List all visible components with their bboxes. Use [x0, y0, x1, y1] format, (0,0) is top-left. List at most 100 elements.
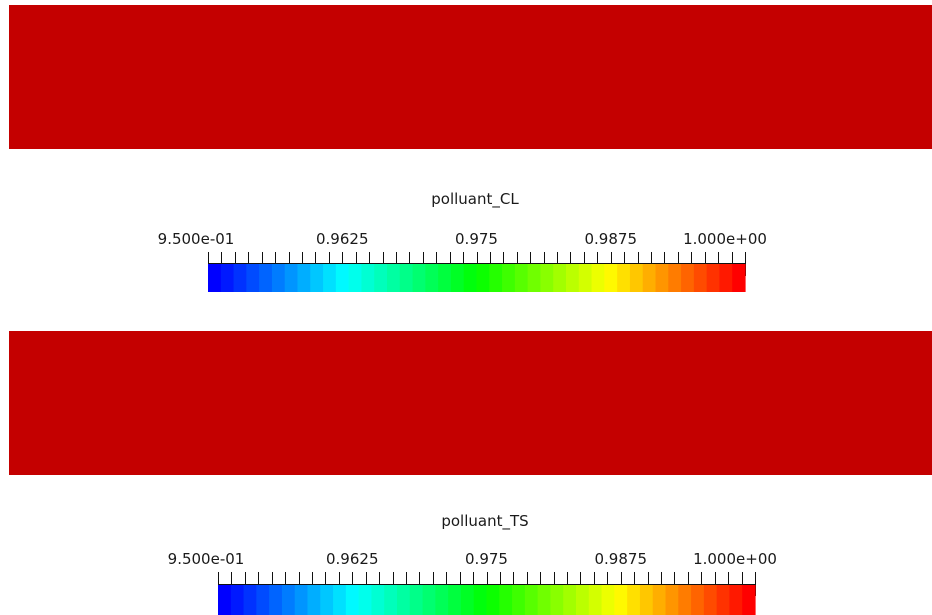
colorbar-swatch [271, 264, 286, 292]
colorbar-swatch [655, 264, 669, 292]
colorbar-swatch [514, 264, 529, 292]
colorbar-swatch [243, 585, 257, 615]
colorbar-swatch [476, 264, 490, 292]
colorbar-swatch [524, 585, 539, 615]
colorbar-swatch [335, 264, 350, 292]
colorbar-tick-label: 0.975 [455, 230, 498, 248]
colorbar-swatch [448, 585, 462, 615]
colorbar-tick-label: 0.9875 [595, 550, 648, 568]
colorbar-swatch [361, 264, 375, 292]
colorbar-swatch [540, 264, 554, 292]
colorbar-swatch [333, 585, 347, 615]
colorbar-swatch [425, 264, 439, 292]
colorbar-tick-label: 9.500e-01 [168, 550, 245, 568]
colorbar-swatch [463, 264, 478, 292]
colorbar-swatch [652, 585, 667, 615]
colorbar-swatch [693, 264, 708, 292]
colorbar-swatch [435, 585, 449, 615]
colorbar-swatch [409, 585, 424, 615]
colorbar-swatch [604, 264, 618, 292]
colorbar-swatch [617, 264, 631, 292]
colorbar-swatch [729, 585, 743, 615]
colorbar-swatch [716, 585, 731, 615]
colorbar-swatch [233, 264, 247, 292]
colorbar-swatch [639, 585, 654, 615]
field-view-polluant-ts[interactable] [9, 331, 932, 475]
colorbar-swatch [371, 585, 385, 615]
field-view-polluant-cl[interactable] [9, 5, 932, 149]
colorbar-swatch [259, 264, 273, 292]
colorbar-swatch [397, 585, 411, 615]
colorbar-swatch [348, 264, 363, 292]
colorbar-tick-label: 0.9875 [585, 230, 638, 248]
colorbar-tick-label: 1.000e+00 [693, 550, 777, 568]
colorbar-tick-label: 0.9625 [326, 550, 379, 568]
colorbar-tick-label: 0.975 [465, 550, 508, 568]
colorbar-swatch [502, 264, 516, 292]
colorbar-swatch [550, 585, 564, 615]
colorbar-swatch [220, 264, 235, 292]
colorbar-swatch [665, 585, 679, 615]
colorbar-swatch [489, 264, 503, 292]
colorbar-tick-label: 1.000e+00 [683, 230, 767, 248]
colorbar-swatch [614, 585, 628, 615]
colorbar-swatch [374, 264, 388, 292]
colorbar-swatch [537, 585, 552, 615]
colorbar-swatch [281, 585, 296, 615]
colorbar-swatch [719, 264, 733, 292]
colorbar-swatch [320, 585, 334, 615]
colorbar-tick-label: 9.500e-01 [158, 230, 235, 248]
colorbar-swatch [218, 585, 232, 615]
colorbar-title: polluant_CL [431, 190, 519, 209]
colorbar-swatch [460, 585, 475, 615]
colorbar-swatch [553, 264, 567, 292]
colorbar-polluant-cl: polluant_CL 9.500e-01 0.9625 0.975 0.9875 1.… [158, 190, 767, 292]
colorbar-swatch [246, 264, 260, 292]
colorbar-swatch [284, 264, 299, 292]
colorbar-swatch [486, 585, 500, 615]
colorbar-swatch [384, 585, 398, 615]
colorbar-swatch [345, 585, 360, 615]
colorbar-swatch [230, 585, 245, 615]
colorbar-swatch [627, 585, 641, 615]
colorbar-swatch [399, 264, 414, 292]
colorbar-tick-label: 0.9625 [316, 230, 369, 248]
colorbar-swatch [307, 585, 321, 615]
colorbar-swatch [512, 585, 526, 615]
colorbar-swatch [297, 264, 311, 292]
colorbar-swatch [691, 585, 705, 615]
colorbar-swatch [450, 264, 465, 292]
colorbar-swatch [668, 264, 682, 292]
colorbar-swatch [742, 585, 756, 615]
colorbar-swatch [412, 264, 426, 292]
colorbar-swatch [642, 264, 657, 292]
colorbar-swatch [576, 585, 590, 615]
colorbar-swatch [422, 585, 436, 615]
colorbar-swatch [563, 585, 577, 615]
colorbar-swatch [256, 585, 270, 615]
colorbar-swatch [601, 585, 615, 615]
colorbar-swatch [706, 264, 721, 292]
colorbar-swatch [473, 585, 488, 615]
colorbar-title: polluant_TS [441, 512, 528, 531]
colorbar-swatch [578, 264, 593, 292]
colorbar-swatch [629, 264, 644, 292]
colorbar-swatch [681, 264, 695, 292]
colorbar-swatch [499, 585, 513, 615]
colorbar-swatch [358, 585, 373, 615]
colorbar-swatch [269, 585, 283, 615]
colorbar-swatch [438, 264, 452, 292]
colorbar-swatch [732, 264, 746, 292]
colorbar-swatch [310, 264, 324, 292]
colorbar-swatch [566, 264, 580, 292]
colorbar-swatch [387, 264, 401, 292]
colorbar-swatch [527, 264, 542, 292]
colorbar-swatch [323, 264, 337, 292]
colorbar-swatch [294, 585, 309, 615]
colorbar-swatch [678, 585, 692, 615]
colorbar-swatch [703, 585, 718, 615]
colorbar-polluant-ts: polluant_TS 9.500e-01 0.9625 0.975 0.9875 1.… [168, 512, 777, 615]
colorbar-swatch [591, 264, 605, 292]
colorbar-swatch [588, 585, 603, 615]
colorbar-swatch [208, 264, 222, 292]
